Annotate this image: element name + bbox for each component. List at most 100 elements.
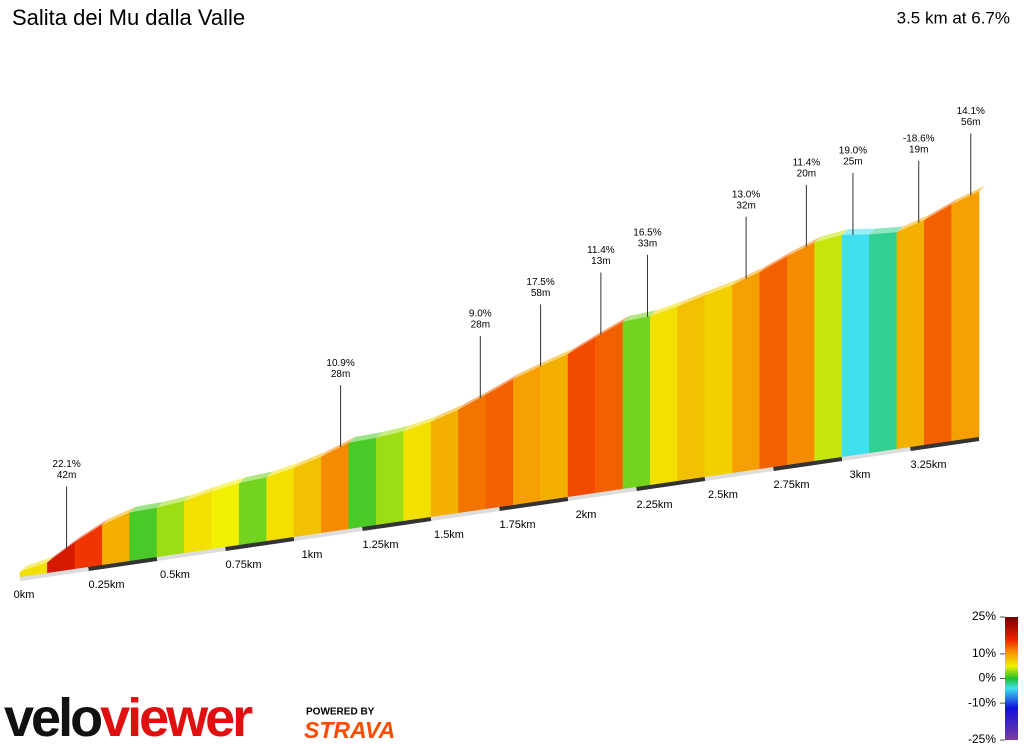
x-tick-label: 3.25km — [910, 459, 946, 471]
gradient-segment — [458, 394, 487, 515]
segment-top — [568, 331, 602, 355]
gradient-segment — [293, 456, 322, 539]
segment-top — [951, 185, 985, 205]
gradient-segment — [540, 353, 569, 503]
x-tick-label: 0.25km — [88, 579, 124, 591]
annotation-gradient: 9.0% — [469, 309, 492, 320]
gradient-segment — [732, 271, 761, 475]
x-tick-label: 2.5km — [708, 489, 738, 501]
gradient-segment — [375, 431, 404, 527]
segment-top — [376, 425, 410, 439]
segment-top — [787, 236, 821, 257]
axis-segment — [225, 537, 295, 551]
segment-top — [431, 403, 465, 422]
segment-top — [266, 462, 300, 478]
segment-top — [321, 437, 355, 457]
gradient-segment — [156, 500, 185, 559]
gradient-segment — [184, 491, 213, 555]
segment-top — [348, 432, 383, 443]
axis-segment — [636, 477, 706, 491]
segment-top — [239, 471, 273, 484]
gradient-segment — [841, 234, 870, 459]
annotation-gradient: -18.6% — [903, 133, 935, 144]
gradient-segment — [759, 256, 788, 471]
segment-top — [595, 316, 629, 338]
gradient-segment — [348, 437, 377, 531]
axis-segment — [88, 557, 158, 571]
axis-segment — [362, 517, 432, 531]
gradient-segment — [677, 295, 706, 483]
annotation-length: 25m — [843, 157, 862, 168]
segment-top — [650, 300, 684, 317]
gradient-segment — [238, 477, 267, 547]
segment-top — [842, 228, 876, 236]
segment-top — [157, 495, 191, 508]
scale-label: -25% — [968, 732, 996, 746]
gradient-segment — [512, 366, 541, 507]
segment-top — [211, 477, 246, 492]
strava-logo: STRAVA — [304, 717, 395, 743]
powered-by: POWERED BY — [306, 707, 375, 718]
annotation-gradient: 19.0% — [839, 146, 867, 157]
x-tick-label: 1.25km — [362, 539, 398, 551]
chart-subtitle: 3.5 km at 6.7% — [897, 8, 1010, 27]
segment-top — [458, 389, 492, 410]
segment-top — [485, 373, 520, 396]
scale-label: 10% — [972, 646, 996, 660]
annotation-length: 56m — [961, 117, 980, 128]
annotation-gradient: 11.4% — [793, 158, 821, 169]
axis-segment — [567, 487, 637, 501]
gradient-segment — [622, 315, 651, 491]
segment-top — [732, 266, 766, 286]
x-tick-label: 1.75km — [499, 519, 535, 531]
annotation-length: 42m — [57, 470, 76, 481]
axis-segment — [773, 457, 843, 471]
gradient-segment — [485, 378, 514, 511]
annotation-gradient: 16.5% — [633, 227, 661, 238]
annotation-gradient: 10.9% — [326, 358, 354, 369]
scale-label: 25% — [972, 609, 996, 623]
segment-top — [869, 226, 903, 235]
x-tick-label: 2km — [576, 509, 597, 521]
annotation-gradient: 17.5% — [526, 277, 554, 288]
segment-top — [759, 250, 794, 273]
color-scale — [1005, 617, 1018, 740]
segment-top — [20, 556, 54, 572]
gradient-segment — [321, 442, 350, 535]
x-tick-label: 2.75km — [773, 479, 809, 491]
segment-top — [814, 229, 848, 243]
x-tick-label: 1.5km — [434, 529, 464, 541]
annotation-length: 33m — [638, 238, 657, 249]
segment-top — [513, 360, 547, 380]
annotation-length: 20m — [797, 169, 816, 180]
x-tick-label: 0km — [14, 589, 35, 601]
gradient-segment — [129, 507, 158, 563]
segment-top — [403, 416, 437, 432]
annotation-length: 28m — [471, 320, 490, 331]
x-tick-label: 0.75km — [225, 559, 261, 571]
x-tick-label: 3km — [850, 469, 871, 481]
segment-top — [184, 485, 218, 502]
segment-top — [924, 198, 958, 221]
axis-segment — [293, 527, 363, 541]
segment-top — [47, 536, 81, 563]
gradient-segment — [595, 321, 624, 495]
annotation-length: 28m — [331, 369, 350, 380]
annotation-gradient: 13.0% — [732, 189, 760, 200]
segment-top — [102, 506, 136, 525]
segment-top — [540, 348, 574, 367]
x-tick-label: 1km — [302, 549, 323, 561]
gradient-segment — [869, 232, 898, 455]
scale-label: -10% — [968, 695, 996, 709]
chart-title: Salita dei Mu dalla Valle — [12, 5, 245, 30]
gradient-segment — [266, 467, 295, 543]
axis-segment — [19, 567, 89, 581]
segment-top — [294, 450, 328, 469]
axis-segment — [910, 437, 980, 451]
x-tick-label: 0.5km — [160, 569, 190, 581]
axis-segment — [704, 467, 774, 481]
scale-label: 0% — [979, 671, 997, 685]
axis-segment — [499, 497, 569, 511]
gradient-segment — [649, 306, 678, 487]
